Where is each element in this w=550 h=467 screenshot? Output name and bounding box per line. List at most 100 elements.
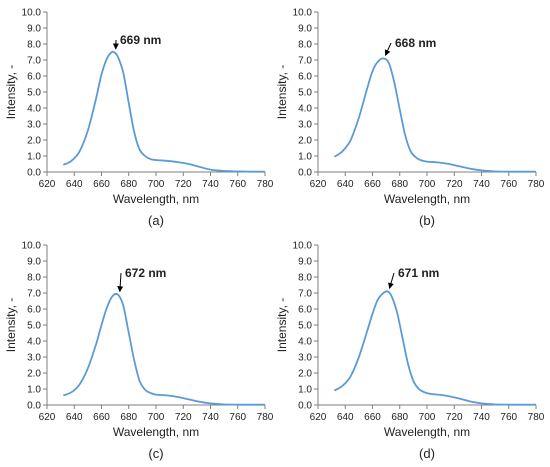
x-tick-label: 660 <box>93 179 110 190</box>
x-tick-label: 620 <box>310 179 327 190</box>
chart-panel-d: 0.0 1.0 2.0 3.0 4.0 5.0 6.0 7.0 8.0 9.0 10.0 620 640… <box>275 241 545 462</box>
x-axis-title: Wavelength, nm <box>113 425 199 439</box>
y-tick-label: 3.0 <box>27 120 41 131</box>
x-tick-label: 780 <box>528 412 545 423</box>
x-tick-label: 660 <box>364 179 381 190</box>
y-tick-label: 6.0 <box>27 305 41 316</box>
y-tick-label: 7.0 <box>298 56 312 67</box>
x-tick-label: 680 <box>391 179 408 190</box>
y-axis-title: Intensity, - <box>4 298 18 352</box>
x-tick-label: 740 <box>473 412 490 423</box>
peak-label: 672 nm <box>125 266 166 280</box>
y-tick-label: 8.0 <box>27 40 41 51</box>
x-tick-label: 680 <box>120 179 137 190</box>
x-tick-label: 760 <box>229 179 246 190</box>
spectrum-line <box>62 292 265 406</box>
x-axis-title: Wavelength, nm <box>113 192 199 206</box>
x-tick-label: 680 <box>391 412 408 423</box>
y-tick-label: 0.0 <box>298 168 312 179</box>
x-tick-label: 780 <box>528 179 545 190</box>
x-tick-label: 740 <box>202 179 219 190</box>
y-tick-label: 6.0 <box>298 305 312 316</box>
y-tick-label: 2.0 <box>298 369 312 380</box>
x-tick-label: 720 <box>175 179 192 190</box>
x-tick-label: 760 <box>500 412 517 423</box>
y-tick-label: 9.0 <box>27 24 41 35</box>
x-tick-label: 640 <box>66 179 83 190</box>
y-tick-label: 0.0 <box>298 401 312 412</box>
panel-label: (a) <box>148 213 164 228</box>
y-tick-label: 5.0 <box>298 88 312 99</box>
y-tick-label: 8.0 <box>298 273 312 284</box>
x-tick-label: 740 <box>473 179 490 190</box>
y-tick-label: 2.0 <box>27 136 41 147</box>
y-tick-label: 5.0 <box>27 88 41 99</box>
y-tick-label: 4.0 <box>27 104 41 115</box>
y-tick-label: 0.0 <box>27 168 41 179</box>
peak-arrow <box>388 272 395 289</box>
y-tick-label: 7.0 <box>298 289 312 300</box>
x-tick-label: 700 <box>419 412 436 423</box>
y-tick-label: 4.0 <box>298 104 312 115</box>
y-axis-title: Intensity, - <box>4 65 18 119</box>
y-tick-label: 5.0 <box>298 321 312 332</box>
x-tick-label: 780 <box>257 412 274 423</box>
spectrum-line <box>62 50 265 173</box>
peak-label: 669 nm <box>120 33 161 47</box>
x-tick-label: 640 <box>337 412 354 423</box>
y-tick-label: 10.0 <box>293 8 313 19</box>
y-axis-title: Intensity, - <box>275 65 289 119</box>
peak-label: 671 nm <box>398 266 439 280</box>
x-tick-label: 720 <box>175 412 192 423</box>
x-tick-label: 780 <box>257 179 274 190</box>
peak-arrow <box>384 42 392 56</box>
y-tick-label: 2.0 <box>27 369 41 380</box>
x-tick-label: 680 <box>120 412 137 423</box>
y-tick-label: 9.0 <box>298 257 312 268</box>
y-tick-label: 9.0 <box>27 257 41 268</box>
y-tick-label: 10.0 <box>293 241 313 252</box>
y-tick-label: 0.0 <box>27 401 41 412</box>
spectrum-line <box>333 57 536 173</box>
y-tick-label: 10.0 <box>22 241 42 252</box>
x-tick-label: 660 <box>364 412 381 423</box>
y-tick-label: 3.0 <box>298 120 312 131</box>
x-axis-title: Wavelength, nm <box>384 192 470 206</box>
x-tick-label: 720 <box>446 179 463 190</box>
x-tick-label: 620 <box>310 412 327 423</box>
y-tick-label: 5.0 <box>27 321 41 332</box>
spectrum-line <box>333 290 536 406</box>
x-tick-label: 720 <box>446 412 463 423</box>
y-tick-label: 6.0 <box>27 72 41 83</box>
x-tick-label: 620 <box>39 179 56 190</box>
y-tick-label: 1.0 <box>298 152 312 163</box>
y-tick-label: 4.0 <box>298 337 312 348</box>
y-tick-label: 6.0 <box>298 72 312 83</box>
x-tick-label: 700 <box>419 179 436 190</box>
x-tick-label: 700 <box>148 412 165 423</box>
peak-arrow <box>117 272 124 293</box>
peak-label: 668 nm <box>395 36 436 50</box>
x-tick-label: 760 <box>229 412 246 423</box>
y-tick-label: 2.0 <box>298 136 312 147</box>
panel-label: (b) <box>419 213 435 228</box>
y-axis-title: Intensity, - <box>275 298 289 352</box>
panel-label: (c) <box>148 446 163 461</box>
chart-panel-c: 0.0 1.0 2.0 3.0 4.0 5.0 6.0 7.0 8.0 9.0 10.0 620 640… <box>4 241 274 462</box>
panel-label: (d) <box>419 446 435 461</box>
y-tick-label: 9.0 <box>298 24 312 35</box>
y-tick-label: 1.0 <box>27 152 41 163</box>
x-tick-label: 760 <box>500 179 517 190</box>
x-tick-label: 740 <box>202 412 219 423</box>
x-tick-label: 640 <box>66 412 83 423</box>
x-tick-label: 620 <box>39 412 56 423</box>
chart-panel-a: 0.0 1.0 2.0 3.0 4.0 5.0 6.0 7.0 8.0 9.0 10.0 620 640… <box>4 8 274 229</box>
x-tick-label: 640 <box>337 179 354 190</box>
x-tick-label: 700 <box>148 179 165 190</box>
y-tick-label: 3.0 <box>27 353 41 364</box>
y-tick-label: 7.0 <box>27 289 41 300</box>
y-tick-label: 10.0 <box>22 8 42 19</box>
y-tick-label: 1.0 <box>298 385 312 396</box>
y-tick-label: 1.0 <box>27 385 41 396</box>
